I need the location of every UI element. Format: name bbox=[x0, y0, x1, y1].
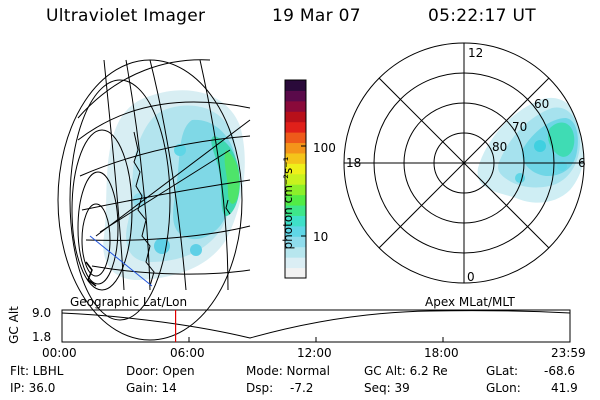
mlt-label-0: 0 bbox=[467, 270, 475, 284]
colorbar-swatch bbox=[285, 100, 306, 112]
gc-alt-info: GC Alt: 6.2 Re bbox=[364, 364, 448, 378]
mlat-label-70: 70 bbox=[512, 120, 528, 134]
date-label: 19 Mar 07 bbox=[272, 6, 361, 26]
colorbar-swatch bbox=[285, 111, 306, 123]
polar-mlat-mlt-plot bbox=[343, 42, 585, 284]
colorbar-swatch bbox=[285, 205, 306, 216]
colorbar-swatch bbox=[285, 90, 306, 102]
colorbar-frame bbox=[284, 79, 307, 279]
instrument-title: Ultraviolet Imager bbox=[46, 6, 206, 26]
colorbar-swatch bbox=[285, 163, 306, 175]
color-scale-bar bbox=[284, 79, 307, 279]
ytick-1-8: 1.8 bbox=[32, 330, 52, 344]
glon-info-label: GLon: bbox=[486, 381, 521, 395]
glon-info-value: 41.9 bbox=[551, 381, 578, 395]
mlt-label-6: 6 bbox=[578, 156, 586, 170]
colorbar-swatch bbox=[285, 246, 306, 258]
ip-info: IP: 36.0 bbox=[10, 381, 56, 395]
colorbar-swatch bbox=[285, 152, 306, 164]
gc-alt-axis-label: GC Alt bbox=[7, 306, 21, 344]
apex-mlat-mlt-label: Apex MLat/MLT bbox=[425, 295, 515, 309]
altitude-plot bbox=[61, 309, 571, 343]
colorbar-tick-10: 10 bbox=[313, 230, 329, 244]
mlat-label-80: 80 bbox=[492, 140, 508, 154]
colorbar-unit-label: photon cm⁻²s⁻¹ bbox=[281, 156, 295, 250]
gain-info: Gain: 14 bbox=[126, 381, 177, 395]
xtick-0000: 00:00 bbox=[42, 346, 77, 360]
door-info: Door: Open bbox=[126, 364, 195, 378]
mlt-label-12: 12 bbox=[468, 46, 484, 60]
colorbar-tick-100: 100 bbox=[313, 141, 336, 155]
mlat-label-60: 60 bbox=[534, 97, 550, 111]
colorbar-swatch bbox=[285, 194, 306, 206]
colorbar-swatch bbox=[285, 142, 306, 154]
mlt-label-18: 18 bbox=[346, 156, 362, 170]
xtick-0600: 06:00 bbox=[170, 346, 205, 360]
mode-info: Mode: Normal bbox=[246, 364, 330, 378]
colorbar-swatch bbox=[285, 225, 306, 237]
glat-info-label: GLat: bbox=[486, 364, 519, 378]
ytick-9-0: 9.0 bbox=[32, 306, 52, 320]
time-label: 05:22:17 UT bbox=[428, 6, 536, 26]
colorbar-swatch bbox=[285, 215, 306, 227]
geographic-lat-lon-label: Geographic Lat/Lon bbox=[70, 295, 188, 309]
colorbar-swatch bbox=[285, 132, 306, 144]
seq-info: Seq: 39 bbox=[364, 381, 410, 395]
colorbar-swatch bbox=[285, 184, 306, 196]
dsp-info-value: -7.2 bbox=[290, 381, 314, 395]
xtick-2359: 23:59 bbox=[551, 346, 586, 360]
colorbar-swatch bbox=[285, 257, 306, 269]
colorbar-swatch bbox=[285, 121, 306, 133]
colorbar-swatch bbox=[285, 173, 306, 185]
xtick-1200: 12:00 bbox=[297, 346, 332, 360]
colorbar-swatch bbox=[285, 236, 306, 248]
geographic-map bbox=[57, 59, 251, 341]
filter-info: Flt: LBHL bbox=[10, 364, 64, 378]
dsp-info-label: Dsp: bbox=[246, 381, 274, 395]
colorbar-swatch bbox=[285, 80, 306, 91]
auroral-emission-right bbox=[477, 98, 584, 203]
colorbar-swatch bbox=[285, 267, 306, 279]
glat-info-value: -68.6 bbox=[544, 364, 576, 378]
xtick-1800: 18:00 bbox=[424, 346, 459, 360]
